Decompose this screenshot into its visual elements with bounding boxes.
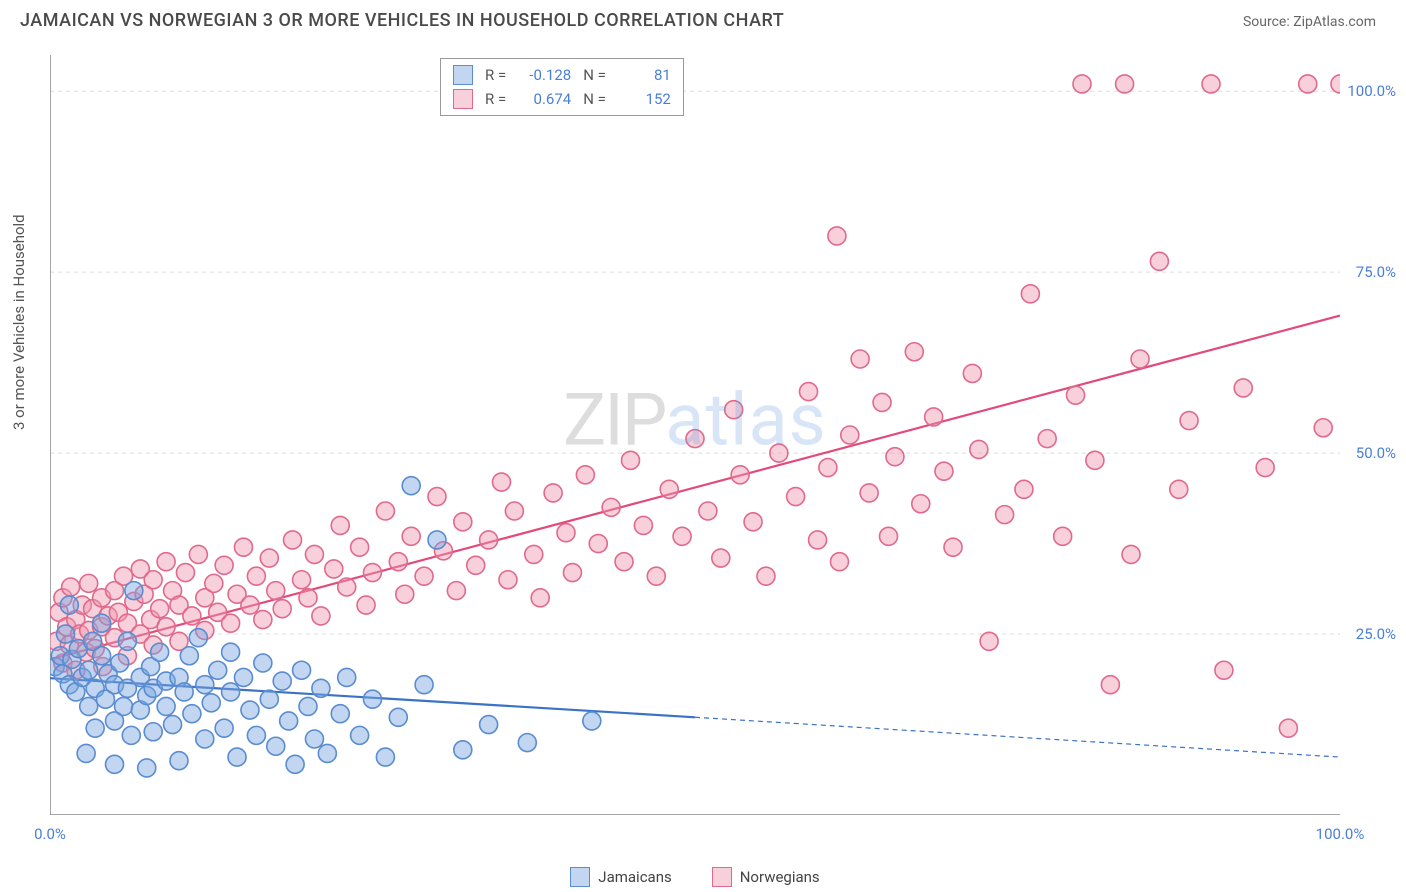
- stat-row-norwegians: R = 0.674 N = 152: [453, 87, 671, 111]
- n-value: 152: [616, 90, 671, 108]
- chart-title: JAMAICAN VS NORWEGIAN 3 OR MORE VEHICLES…: [20, 10, 784, 31]
- legend-item-norwegians: Norwegians: [712, 867, 820, 887]
- r-value: 0.674: [516, 90, 571, 108]
- swatch-icon: [712, 867, 732, 887]
- n-label: N =: [583, 66, 606, 84]
- chart-area: R = -0.128 N = 81 R = 0.674 N = 152 ZIPa…: [50, 55, 1340, 815]
- y-tick-label: 25.0%: [1356, 625, 1396, 643]
- stats-legend: R = -0.128 N = 81 R = 0.674 N = 152: [440, 58, 684, 116]
- scatter-chart: [50, 55, 1340, 815]
- n-value: 81: [616, 66, 671, 84]
- y-axis-label: 3 or more Vehicles in Household: [10, 214, 28, 430]
- r-label: R =: [485, 90, 506, 108]
- stat-row-jamaicans: R = -0.128 N = 81: [453, 63, 671, 87]
- n-label: N =: [583, 90, 606, 108]
- legend-label: Norwegians: [740, 868, 820, 886]
- r-label: R =: [485, 66, 506, 84]
- swatch-icon: [453, 65, 473, 85]
- y-tick-label: 50.0%: [1356, 444, 1396, 462]
- source-text: Source: ZipAtlas.com: [1243, 11, 1376, 30]
- swatch-icon: [453, 89, 473, 109]
- y-tick-label: 100.0%: [1347, 82, 1396, 100]
- legend-item-jamaicans: Jamaicans: [570, 867, 671, 887]
- r-value: -0.128: [516, 66, 571, 84]
- bottom-legend: Jamaicans Norwegians: [50, 867, 1340, 887]
- swatch-icon: [570, 867, 590, 887]
- legend-label: Jamaicans: [598, 868, 671, 886]
- y-tick-label: 75.0%: [1356, 263, 1396, 281]
- x-tick-label: 100.0%: [1316, 825, 1365, 843]
- x-tick-label: 0.0%: [34, 825, 66, 843]
